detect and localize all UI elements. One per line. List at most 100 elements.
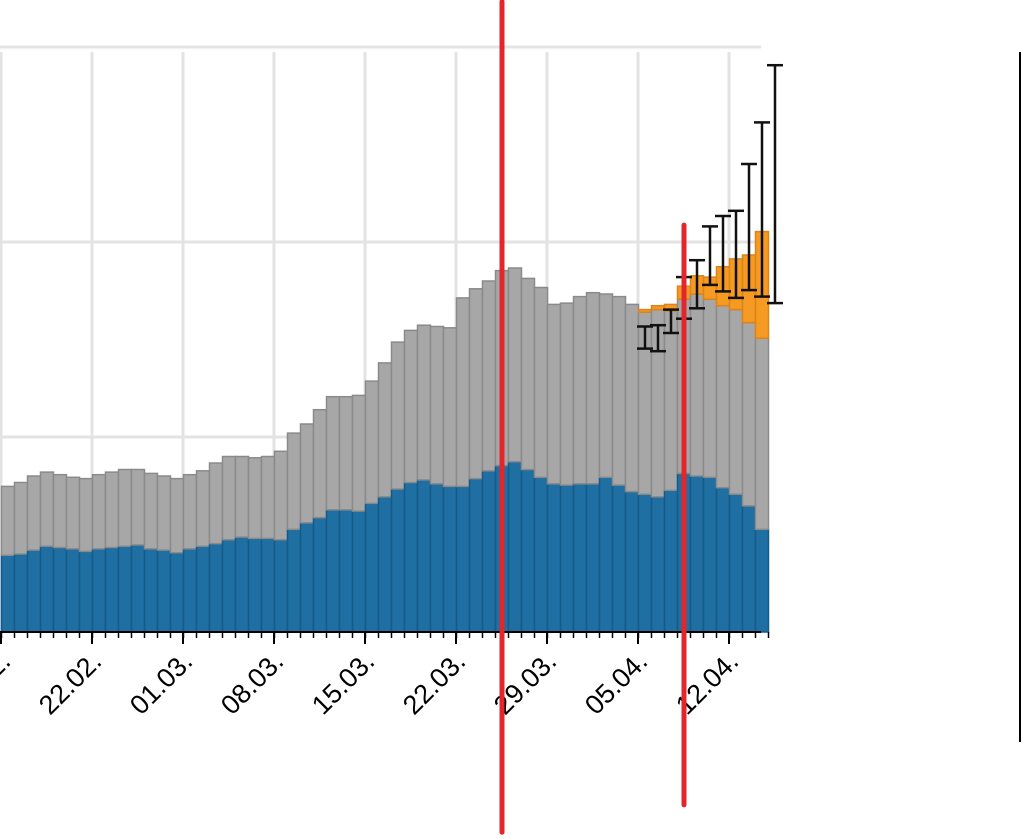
bar-segment xyxy=(364,502,380,633)
bar-segment xyxy=(715,486,731,633)
bar-segment xyxy=(741,505,757,633)
bar-segment xyxy=(728,493,744,633)
bar-segment xyxy=(208,462,224,545)
bar-segment xyxy=(533,286,549,479)
bar-segment xyxy=(455,485,471,633)
bar-segment xyxy=(65,476,81,550)
bar-segment xyxy=(481,280,497,472)
bar-segment xyxy=(273,450,289,541)
bar-segment xyxy=(221,455,237,541)
bar-segment xyxy=(117,545,133,633)
bar-segment xyxy=(468,288,484,480)
bar-segment xyxy=(715,304,731,489)
bar-segment xyxy=(741,321,757,507)
bar-segment xyxy=(663,489,679,633)
bar-segment xyxy=(637,493,653,633)
bar-segment xyxy=(312,408,328,519)
error-bars-layer xyxy=(637,63,783,353)
x-tick-label: 01.03. xyxy=(124,646,198,720)
bar-segment xyxy=(455,297,471,488)
bar-segment xyxy=(650,304,666,311)
bar-segment xyxy=(377,362,393,498)
x-tick-label: 12.04. xyxy=(670,646,744,720)
bar-segment xyxy=(247,457,263,540)
bar-segment xyxy=(585,483,601,633)
bar-segment xyxy=(78,477,94,553)
bar-segment xyxy=(637,308,653,313)
bar-segment xyxy=(520,468,536,633)
bar-segment xyxy=(351,394,367,512)
bar-segment xyxy=(65,548,81,633)
bar-segment xyxy=(338,509,354,633)
bar-segment xyxy=(689,475,705,633)
bar-segment xyxy=(611,295,627,486)
x-tick-label: 22.03. xyxy=(397,646,471,720)
bar-segment xyxy=(572,483,588,633)
bar-segment xyxy=(468,477,484,633)
bar-segment xyxy=(689,293,705,477)
x-tick-label: 22.02. xyxy=(33,646,107,720)
bar-segment xyxy=(598,476,614,633)
bar-segment xyxy=(13,553,29,633)
bar-segment xyxy=(663,310,679,492)
bar-segment xyxy=(0,485,16,557)
bar-segment xyxy=(286,432,302,531)
bar-segment xyxy=(429,325,445,485)
bar-segment xyxy=(312,516,328,633)
bar-segment xyxy=(403,329,419,484)
bar-segment xyxy=(299,522,315,633)
bar-segment xyxy=(442,327,458,488)
bar-segment xyxy=(156,475,172,551)
bar-segment xyxy=(403,481,419,633)
bar-segment xyxy=(377,496,393,633)
bar-segment xyxy=(13,481,29,555)
bar-segment xyxy=(702,298,718,479)
bar-segment xyxy=(559,484,575,633)
bar-segment xyxy=(234,455,250,538)
bars-layer xyxy=(0,230,770,633)
bar-segment xyxy=(247,537,263,633)
bar-segment xyxy=(507,267,523,463)
x-tick-labels: 15.02. 22.02. 01.03. 08.03. 15.03. 22.03. 29.0… xyxy=(0,646,744,720)
bar-segment xyxy=(754,337,770,531)
x-tick-label: 08.03. xyxy=(215,646,289,720)
bar-segment xyxy=(507,460,523,633)
bar-segment xyxy=(481,470,497,633)
bar-segment xyxy=(169,551,185,633)
bar-segment xyxy=(273,538,289,633)
bar-segment xyxy=(351,510,367,633)
bar-segment xyxy=(130,468,146,546)
x-tick-label: 15.03. xyxy=(306,646,380,720)
bar-segment xyxy=(520,277,536,471)
bar-segment xyxy=(169,477,185,554)
bar-segment xyxy=(416,479,432,633)
bar-segment xyxy=(52,473,68,549)
bar-segment xyxy=(26,549,42,633)
bar-segment xyxy=(364,380,380,505)
bar-segment xyxy=(533,476,549,633)
bar-segment xyxy=(598,293,614,479)
bar-segment xyxy=(624,490,640,633)
bar-segment xyxy=(390,488,406,633)
x-tick-label: 29.03. xyxy=(488,646,562,720)
x-tick-label: 15.02. xyxy=(0,646,16,720)
bar-segment xyxy=(325,509,341,633)
bar-segment xyxy=(390,341,406,490)
bar-segment xyxy=(624,303,640,493)
bar-segment xyxy=(130,544,146,633)
bar-segment xyxy=(442,485,458,633)
bar-segment xyxy=(338,395,354,511)
bar-segment xyxy=(39,545,55,633)
bar-segment xyxy=(156,549,172,633)
bar-segment xyxy=(91,548,107,633)
bar-segment xyxy=(104,546,120,633)
bar-segment xyxy=(52,546,68,633)
bar-segment xyxy=(546,483,562,633)
bar-segment xyxy=(702,476,718,633)
bar-segment xyxy=(39,471,55,547)
bar-segment xyxy=(143,548,159,633)
bar-segment xyxy=(611,484,627,633)
vertical-markers xyxy=(499,0,687,835)
bar-segment xyxy=(572,295,588,485)
